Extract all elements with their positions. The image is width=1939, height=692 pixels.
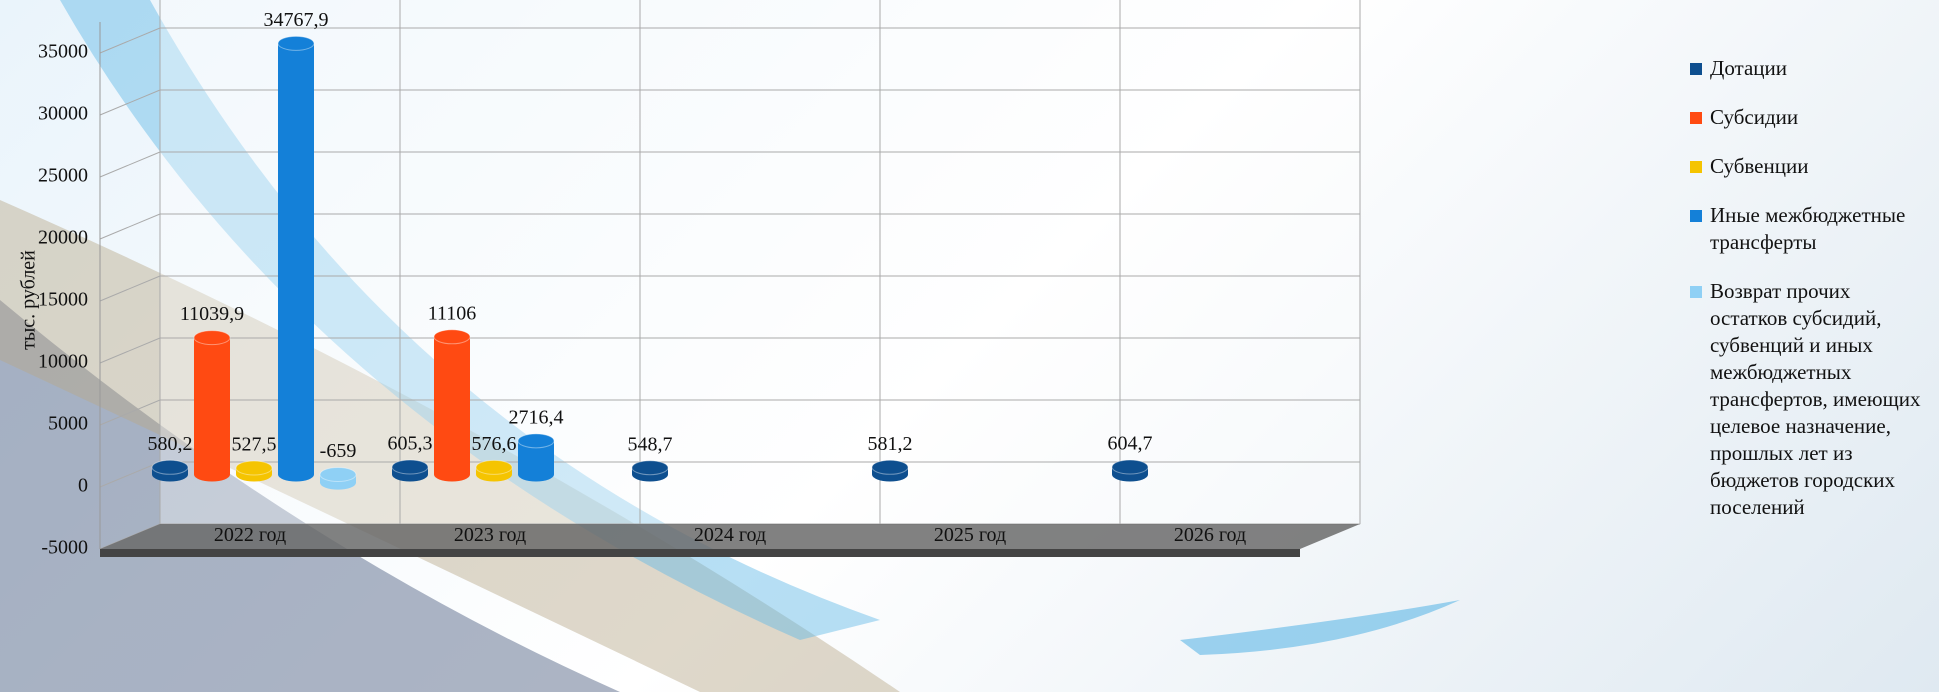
legend-entry: Иные межбюджетные трансферты [1690, 202, 1925, 256]
x-tick-label: 2023 год [454, 524, 526, 546]
y-tick-label: 5000 [48, 413, 88, 435]
y-tick-label: -5000 [41, 537, 88, 559]
y-tick-label: 20000 [38, 227, 88, 249]
legend: Дотации Субсидии Субвенции Иные межбюджетны… [1690, 55, 1925, 543]
legend-entry: Субвенции [1690, 153, 1925, 180]
value-label: 34767,9 [264, 9, 329, 31]
bar [319, 467, 357, 490]
x-tick-label: 2024 год [694, 524, 766, 546]
bar-part [194, 337, 230, 475]
bar-part [517, 433, 555, 449]
y-tick-label: 0 [78, 475, 88, 497]
y-tick-label: 10000 [38, 351, 88, 373]
bar [151, 459, 189, 482]
bar-part [277, 35, 315, 51]
bar-part [193, 330, 231, 346]
grid-line [99, 399, 161, 426]
bar-part [235, 460, 273, 476]
grid-line [99, 461, 161, 488]
x-tick-label: 2022 год [214, 524, 286, 546]
y-axis-title: тыс. рублей [18, 250, 40, 350]
legend-swatch [1690, 286, 1702, 298]
floor [100, 524, 1360, 549]
bar-part [151, 459, 189, 475]
decor [1180, 600, 1460, 655]
bar [871, 459, 909, 482]
legend-label: Дотации [1710, 56, 1788, 80]
y-tick-label: 35000 [38, 41, 88, 63]
legend-label: Субсидии [1710, 105, 1799, 129]
value-label: 581,2 [868, 433, 913, 455]
value-label: 580,2 [148, 433, 193, 455]
bar [433, 329, 471, 482]
value-label: 548,7 [628, 433, 673, 455]
grid-line [99, 213, 161, 240]
legend-swatch [1690, 210, 1702, 222]
bar-part [871, 459, 909, 475]
legend-swatch [1690, 112, 1702, 124]
bar [517, 433, 555, 482]
grid-line [99, 275, 161, 302]
value-label: 604,7 [1108, 433, 1153, 455]
grid-line [99, 89, 161, 116]
legend-entry: Возврат прочих остатков субсидий, субвен… [1690, 278, 1925, 521]
bar-part [391, 459, 429, 475]
legend-label: Субвенции [1710, 154, 1809, 178]
bar [475, 459, 513, 482]
value-label: 576,6 [472, 433, 517, 455]
legend-label: Иные межбюджетные трансферты [1710, 203, 1906, 254]
value-label: 2716,4 [509, 406, 564, 428]
y-tick-label: 15000 [38, 289, 88, 311]
grid-line [99, 337, 161, 364]
bar-part [278, 43, 314, 475]
x-tick-label: 2026 год [1174, 524, 1246, 546]
y-tick-label: 25000 [38, 165, 88, 187]
x-tick-label: 2025 год [934, 524, 1006, 546]
y-tick-label: 30000 [38, 103, 88, 125]
value-label: 527,5 [232, 434, 277, 456]
legend-entry: Дотации [1690, 55, 1925, 82]
legend-swatch [1690, 63, 1702, 75]
legend-label: Возврат прочих остатков субсидий, субвен… [1710, 279, 1921, 519]
decor [60, 0, 880, 640]
bar-part [434, 336, 470, 475]
value-label: -659 [320, 440, 357, 462]
grid-line [99, 151, 161, 178]
bar-part [433, 329, 471, 345]
bar [235, 460, 273, 482]
bar [277, 35, 315, 482]
bar [391, 459, 429, 482]
bar-part [631, 460, 669, 476]
grid-line [99, 27, 161, 54]
floor-edge [100, 549, 1300, 557]
bar-part [1111, 459, 1149, 475]
bar [1111, 459, 1149, 482]
value-label: 11039,9 [180, 303, 244, 325]
bar [631, 460, 669, 482]
bar [193, 330, 231, 482]
bar-part [319, 467, 357, 482]
value-label: 11106 [428, 302, 477, 324]
bar-part [475, 459, 513, 475]
legend-swatch [1690, 161, 1702, 173]
legend-entry: Субсидии [1690, 104, 1925, 131]
decor [0, 300, 620, 692]
value-label: 605,3 [388, 433, 433, 455]
